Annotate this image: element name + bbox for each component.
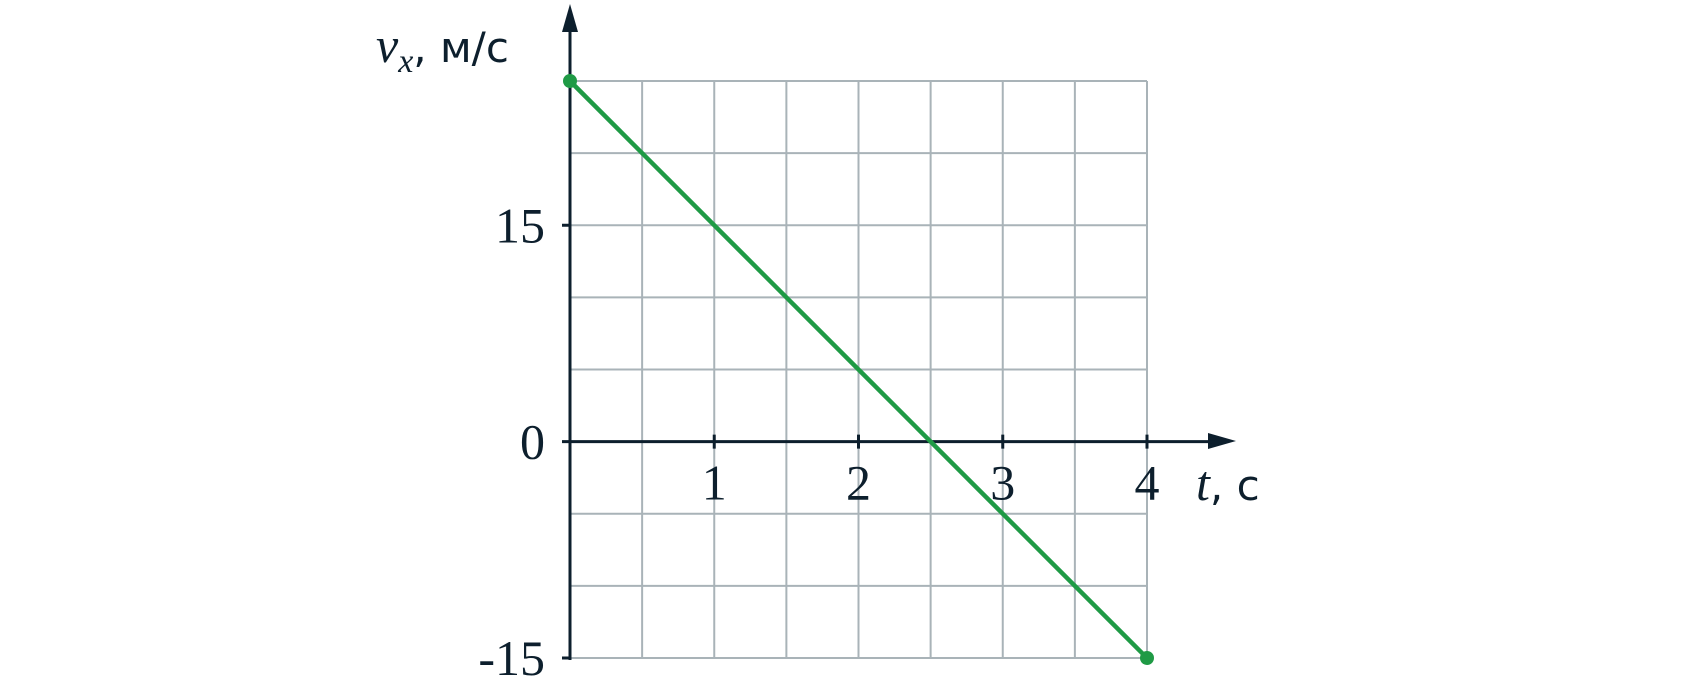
x-unit: , с — [1210, 461, 1260, 510]
y-unit: , м/с — [413, 23, 509, 72]
point — [563, 74, 577, 88]
x-tick-label: 4 — [1135, 455, 1160, 511]
y-axis-label: vx, м/с — [376, 17, 509, 80]
line — [568, 79, 1149, 660]
y-tick-label: 0 — [520, 414, 545, 470]
y-subscript: x — [397, 43, 413, 80]
x-tick-label: 1 — [702, 455, 727, 511]
axes — [562, 4, 1236, 660]
y-symbol: v — [376, 17, 399, 73]
x-tick-label: 2 — [846, 455, 871, 511]
point — [1140, 651, 1154, 665]
y-axis-arrow — [562, 4, 578, 32]
x-axis-label: t, с — [1196, 455, 1260, 511]
x-tick-label: 3 — [990, 455, 1015, 511]
y-tick-label: 15 — [495, 197, 545, 253]
x-symbol: t — [1196, 455, 1211, 511]
x-axis-arrow — [1208, 433, 1236, 449]
y-tick-label: -15 — [478, 630, 545, 686]
